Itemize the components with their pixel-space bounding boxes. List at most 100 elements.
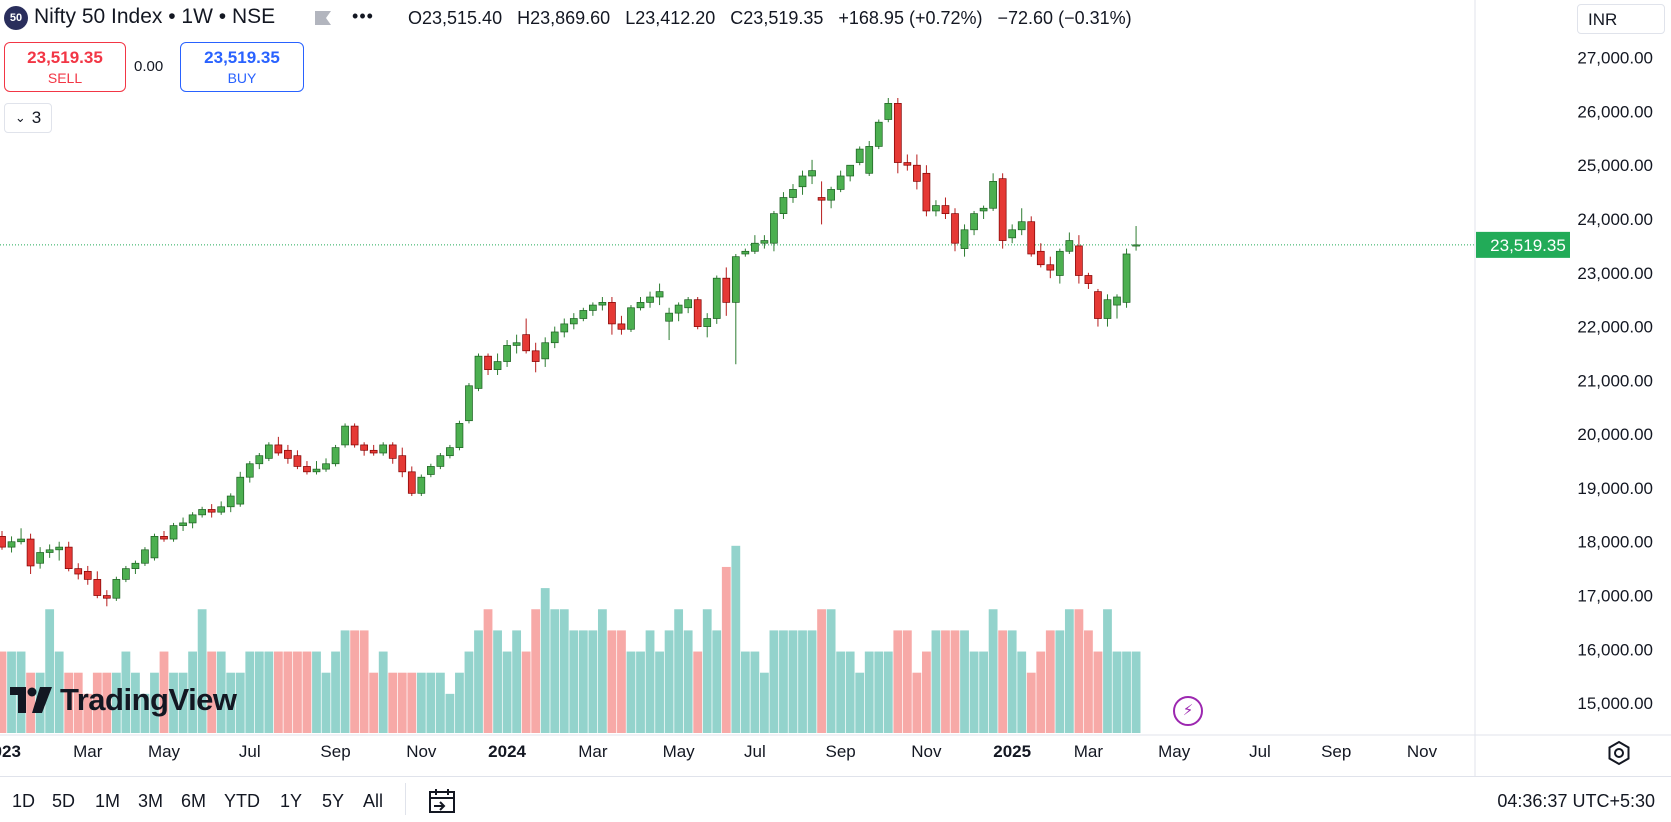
candle-body bbox=[369, 449, 378, 454]
candle-body bbox=[512, 342, 521, 346]
price-tick-label: 18,000.00 bbox=[1577, 533, 1653, 552]
volume-bar bbox=[245, 651, 255, 733]
candle-body bbox=[245, 463, 254, 478]
range-all[interactable]: All bbox=[363, 791, 384, 811]
volume-bar bbox=[779, 630, 788, 733]
volume-bar bbox=[740, 651, 750, 733]
symbol-title[interactable]: Nifty 50 Index • 1W • NSE bbox=[34, 5, 276, 28]
volume-bar bbox=[902, 630, 912, 733]
candle-body bbox=[550, 331, 559, 344]
range-1d[interactable]: 1D bbox=[12, 791, 36, 811]
range-6m[interactable]: 6M bbox=[181, 791, 207, 811]
volume-bar bbox=[226, 672, 236, 733]
volume-bar bbox=[188, 651, 197, 733]
candle-body bbox=[741, 250, 750, 255]
candle-body bbox=[1008, 229, 1017, 239]
price-chart[interactable]: 27,000.00 26,000.00 25,000.00 24,000.00 23,0… bbox=[0, 0, 1671, 776]
candle-body bbox=[169, 525, 178, 540]
volume-bar bbox=[588, 630, 598, 733]
volume-bar bbox=[559, 609, 569, 733]
calendar-goto-icon[interactable] bbox=[427, 787, 457, 815]
candle-body bbox=[1055, 250, 1064, 276]
volume-bar bbox=[617, 630, 626, 733]
volume-bar bbox=[197, 609, 207, 733]
volume-bar bbox=[607, 630, 617, 733]
candle-body bbox=[674, 304, 683, 314]
volume-bar bbox=[702, 609, 712, 733]
volume-bar bbox=[435, 672, 445, 733]
volume-bar bbox=[569, 630, 579, 733]
price-tick-label: 22,000.00 bbox=[1577, 318, 1653, 337]
volume-bar bbox=[845, 651, 855, 733]
volume-bar bbox=[597, 609, 607, 733]
volume-bar bbox=[502, 651, 512, 733]
candle-body bbox=[874, 121, 883, 147]
candle-body bbox=[1103, 299, 1112, 319]
volume-bar bbox=[0, 651, 7, 733]
flag-icon[interactable] bbox=[314, 10, 332, 26]
sell-price: 23,519.35 bbox=[27, 48, 103, 67]
time-tick-label: Sep bbox=[320, 742, 350, 761]
time-tick-label: Mar bbox=[1074, 742, 1104, 761]
currency-selector[interactable]: INR bbox=[1577, 4, 1665, 34]
indicators-collapse-button[interactable]: ⌄ 3 bbox=[4, 103, 52, 133]
tradingview-logo: TradingView bbox=[10, 682, 237, 717]
volume-bar bbox=[664, 630, 674, 733]
range-1m[interactable]: 1M bbox=[95, 791, 121, 811]
candle-body bbox=[207, 509, 216, 513]
lightning-icon[interactable]: ⚡ bbox=[1173, 696, 1203, 726]
volume-bar bbox=[864, 651, 874, 733]
volume-bar bbox=[207, 651, 217, 733]
range-5d[interactable]: 5D bbox=[52, 791, 76, 811]
candle-body bbox=[427, 466, 435, 475]
ohlc-last-change: −72.60 (−0.31%) bbox=[997, 8, 1132, 28]
candle-body bbox=[627, 307, 635, 330]
candle-body bbox=[312, 468, 321, 473]
ohlc-change: +168.95 (+0.72%) bbox=[838, 8, 983, 28]
volume-bar bbox=[988, 609, 998, 733]
range-3m[interactable]: 3M bbox=[138, 791, 164, 811]
candle-body bbox=[655, 291, 664, 298]
candle-body bbox=[789, 189, 797, 198]
candle-body bbox=[1094, 291, 1102, 319]
candle-body bbox=[865, 146, 874, 174]
candle-body bbox=[26, 538, 35, 567]
settings-icon[interactable] bbox=[1606, 740, 1632, 766]
candle-body bbox=[83, 570, 92, 580]
candle-body bbox=[398, 455, 407, 473]
volume-bar bbox=[1017, 651, 1027, 733]
candle-body bbox=[665, 312, 673, 322]
sell-button[interactable]: 23,519.35 SELL bbox=[4, 42, 126, 92]
volume-bar bbox=[169, 672, 178, 733]
volume-bar bbox=[159, 651, 169, 733]
candle-body bbox=[1017, 221, 1026, 231]
candle-body bbox=[1084, 275, 1093, 284]
time-tick-label: 2024 bbox=[488, 742, 526, 761]
volume-bar bbox=[73, 672, 83, 733]
ohlc-open: O23,515.40 bbox=[408, 8, 503, 28]
price-tick-label: 16,000.00 bbox=[1577, 640, 1653, 659]
volume-bar bbox=[273, 651, 283, 733]
buy-button[interactable]: 23,519.35 BUY bbox=[180, 42, 304, 92]
range-ytd[interactable]: YTD bbox=[224, 791, 260, 811]
time-tick-label: May bbox=[148, 742, 181, 761]
candle-body bbox=[17, 538, 25, 543]
candle-body bbox=[417, 476, 426, 494]
volume-bar bbox=[1122, 651, 1131, 733]
volume-bar bbox=[416, 672, 426, 733]
candle-body bbox=[150, 536, 159, 559]
volume-bar bbox=[1007, 630, 1017, 733]
volume-bar bbox=[578, 630, 588, 733]
candle-body bbox=[1036, 250, 1045, 266]
range-1y[interactable]: 1Y bbox=[280, 791, 303, 811]
candle-body bbox=[1122, 253, 1131, 303]
price-tick-label: 23,000.00 bbox=[1577, 264, 1653, 283]
candle-body bbox=[932, 205, 940, 212]
volume-bar bbox=[293, 651, 302, 733]
volume-bar bbox=[912, 672, 922, 733]
candle-body bbox=[569, 318, 578, 325]
range-5y[interactable]: 5Y bbox=[322, 791, 345, 811]
more-options-icon[interactable]: ••• bbox=[352, 6, 374, 26]
buy-label: BUY bbox=[227, 70, 257, 86]
price-tick-label: 21,000.00 bbox=[1577, 371, 1653, 390]
